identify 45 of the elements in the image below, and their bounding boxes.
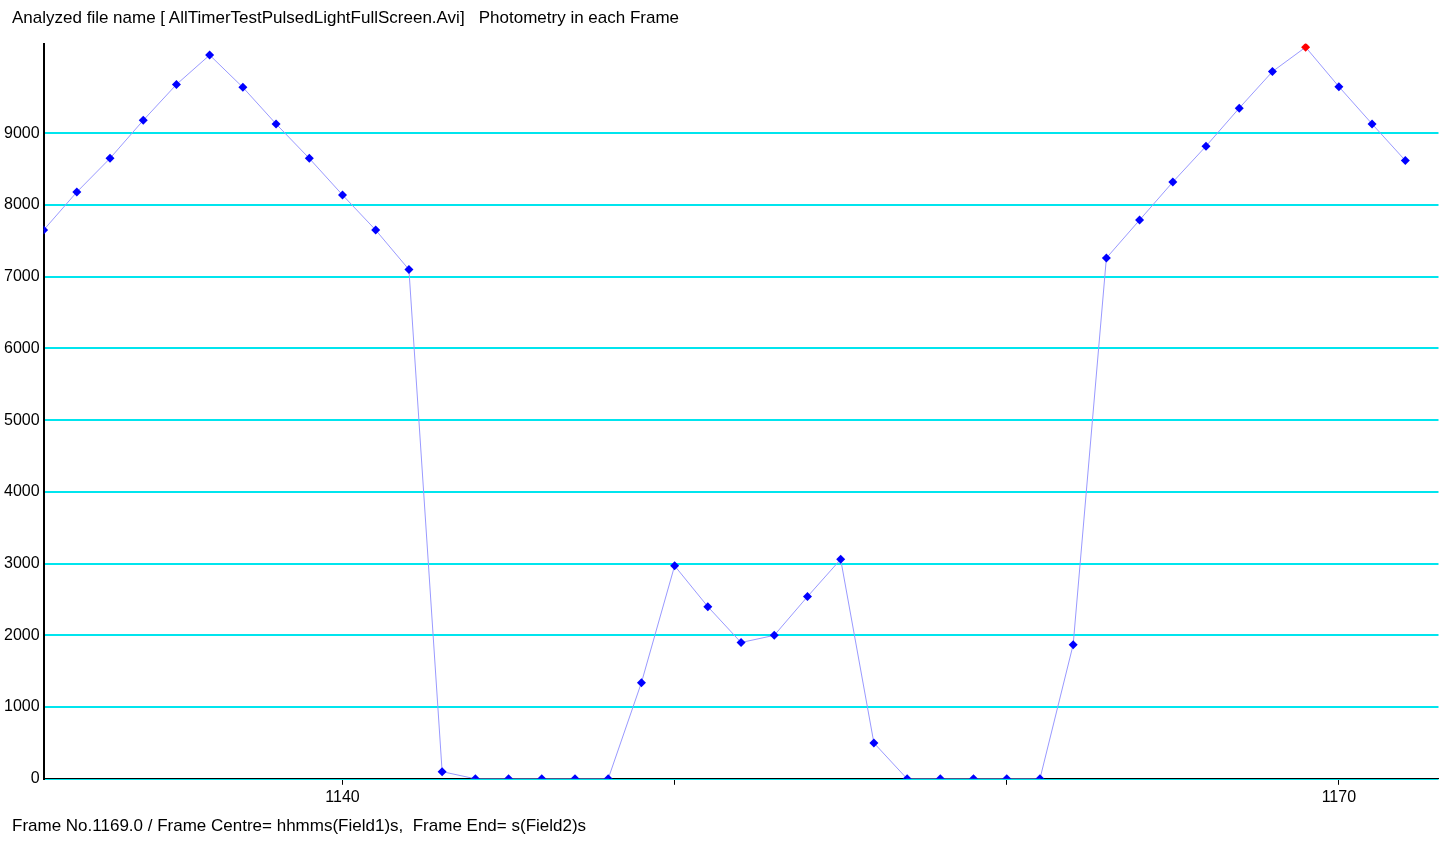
- point: [138, 115, 148, 125]
- y-tick-label: 0: [30, 769, 40, 787]
- y-tick-label: 7000: [4, 267, 40, 285]
- point: [437, 767, 447, 777]
- y-tick-label: 2000: [4, 625, 40, 643]
- point: [1101, 253, 1111, 263]
- point: [1334, 82, 1344, 92]
- x-tick-label: 1170: [1321, 787, 1357, 805]
- point: [769, 630, 779, 640]
- point: [371, 225, 381, 235]
- chart-title: Analyzed file name [ AllTimerTestPulsedLightFullScreen.Avi] Photometry in each Frame: [12, 8, 680, 28]
- y-tick-label: 1000: [4, 697, 40, 715]
- y-tick-label: 3000: [4, 554, 40, 572]
- point: [670, 561, 680, 571]
- point: [271, 119, 281, 129]
- point: [802, 592, 812, 602]
- point: [636, 678, 646, 688]
- point: [338, 190, 347, 200]
- y-tick-label: 8000: [4, 195, 40, 213]
- point: [238, 82, 248, 92]
- point: [1400, 156, 1410, 166]
- y-tick-label: 4000: [4, 482, 40, 500]
- point: [304, 153, 314, 163]
- y-tick-label: 9000: [4, 123, 40, 141]
- point: [1068, 640, 1078, 650]
- point: [736, 638, 746, 648]
- point: [171, 79, 181, 89]
- point: [1234, 103, 1244, 113]
- point: [1168, 177, 1178, 187]
- point: [1135, 215, 1145, 225]
- y-tick-label: 5000: [4, 410, 40, 428]
- point: [72, 187, 82, 197]
- point: [205, 50, 215, 60]
- point: [105, 153, 115, 163]
- text: Frame No.1169.0 / Frame Centre= hhmms(Field1)s, Frame End= s(Field2)s: [12, 816, 587, 836]
- point: [1267, 67, 1277, 77]
- point: [703, 602, 713, 612]
- y-tick-label: 6000: [4, 338, 40, 356]
- x-tick-label: 1140: [325, 787, 360, 805]
- point: [1367, 119, 1377, 129]
- point: [1301, 43, 1311, 52]
- point: [836, 554, 846, 564]
- point: [404, 265, 414, 275]
- point: [869, 738, 879, 748]
- point: [1201, 141, 1211, 151]
